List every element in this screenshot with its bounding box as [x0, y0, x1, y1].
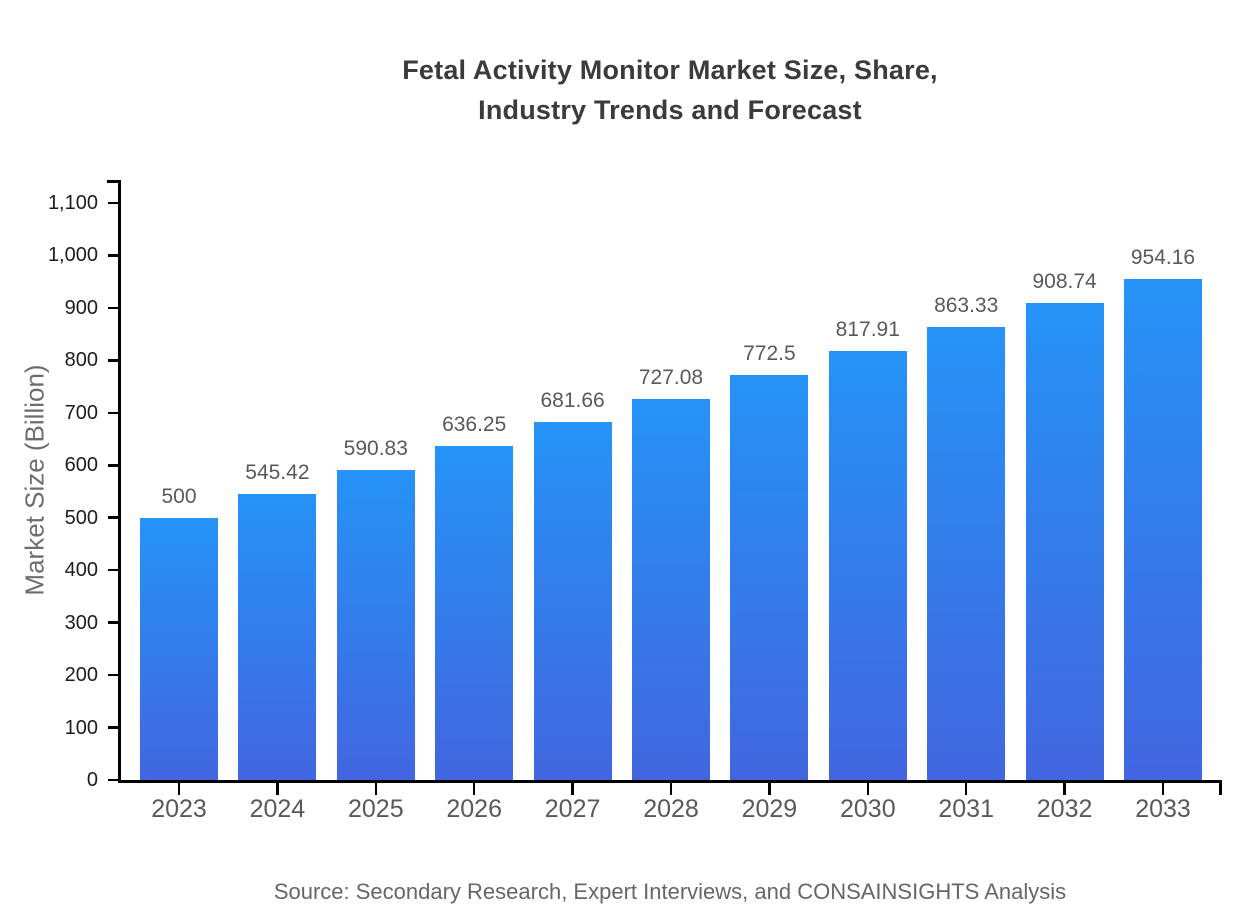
x-tick [768, 783, 771, 795]
chart-title: Fetal Activity Monitor Market Size, Shar… [402, 55, 938, 125]
x-tick [374, 783, 378, 795]
bar-value-label: 727.08 [638, 365, 704, 389]
bar-value-label: 545.42 [245, 460, 310, 484]
y-tick-label: 800 [64, 349, 98, 372]
bar-value-label: 636.25 [442, 413, 507, 437]
y-tick-label: 100 [64, 716, 98, 739]
x-tick [669, 783, 673, 795]
x-tick-label-2026: 2026 [446, 795, 502, 823]
y-tick [108, 201, 118, 205]
y-tick-label: 1,000 [47, 244, 98, 267]
bar-value-label: 863.33 [934, 294, 999, 318]
x-tick-label-2025: 2025 [347, 795, 404, 823]
x-tick-label-2023: 2023 [151, 795, 207, 823]
x-tick-label-2024: 2024 [249, 795, 306, 823]
bar-2033 [1124, 279, 1202, 780]
y-tick-label: 500 [64, 506, 98, 529]
x-tick-label-2032: 2032 [1036, 795, 1093, 823]
y-tick [108, 516, 118, 519]
y-tick-label: 0 [86, 769, 98, 791]
bar-value-label: 681.66 [540, 389, 605, 413]
y-tick-label: 1,100 [47, 192, 98, 214]
x-tick [866, 783, 870, 795]
plot-area: 0 100 200 300 400 500 600 700 800 900 1,000 1,100 5… [48, 180, 1222, 823]
bar-2027 [533, 422, 612, 780]
y-tick [108, 621, 118, 624]
x-tick [1161, 783, 1165, 795]
x-tick-label-2030: 2030 [839, 795, 896, 823]
x-tick-label-2029: 2029 [741, 795, 798, 823]
y-tick [108, 673, 118, 677]
y-tick [108, 726, 118, 729]
y-axis-line [118, 180, 121, 783]
y-tick-label: 300 [64, 611, 98, 634]
bar-2025 [336, 470, 415, 780]
bar-2028 [632, 398, 710, 780]
bar-2024 [238, 493, 317, 780]
y-axis-end-cap [107, 180, 121, 183]
y-tick-label: 200 [64, 664, 98, 687]
source-caption: Source: Secondary Research, Expert Inter… [273, 879, 1067, 904]
x-tick [177, 783, 181, 795]
bar-value-label: 590.83 [343, 437, 408, 461]
bar-value-label: 500 [161, 484, 197, 508]
y-tick [108, 464, 118, 467]
x-tick-label-2027: 2027 [544, 795, 601, 823]
x-axis-line [118, 780, 1222, 783]
x-tick [964, 783, 968, 795]
bar-2032 [1025, 303, 1104, 780]
x-tick [1063, 783, 1066, 795]
y-tick [108, 411, 118, 415]
y-tick [108, 568, 118, 572]
y-tick-label: 700 [64, 401, 98, 424]
y-tick-label: 900 [64, 296, 98, 319]
y-tick-label: 400 [64, 559, 98, 582]
bar-2029 [730, 374, 809, 780]
x-tick [571, 783, 574, 795]
y-tick [108, 254, 118, 257]
bar-value-label: 772.5 [743, 341, 796, 365]
bar-2023 [140, 517, 218, 780]
x-tick-label-2033: 2033 [1135, 795, 1191, 823]
y-tick [108, 778, 118, 782]
x-tick-label-2028: 2028 [643, 795, 699, 823]
x-tick [276, 783, 279, 795]
bar-2031 [927, 327, 1006, 780]
bar-value-label: 908.74 [1032, 270, 1097, 294]
x-axis-end-cap [1219, 780, 1222, 795]
bar-2030 [828, 350, 907, 780]
x-tick [472, 783, 476, 795]
x-tick-label-2031: 2031 [938, 795, 994, 823]
bar-2026 [435, 446, 514, 780]
y-tick [108, 359, 118, 362]
bar-value-label: 817.91 [835, 317, 900, 341]
y-tick [108, 306, 118, 310]
y-tick-label: 600 [64, 454, 98, 477]
bar-value-label: 954.16 [1130, 246, 1196, 270]
